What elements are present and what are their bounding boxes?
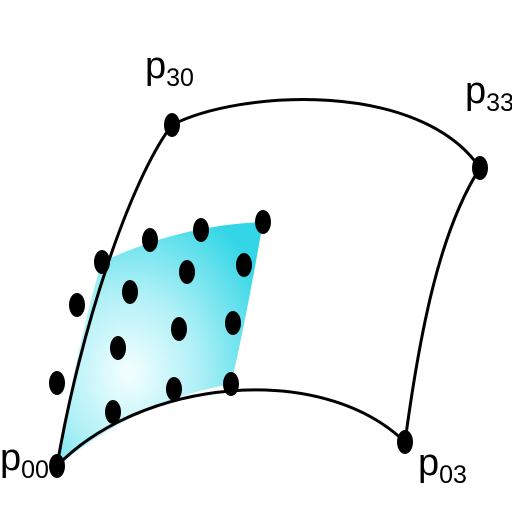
subpatch-point (236, 253, 252, 277)
subpatch-point (179, 260, 195, 284)
subpatch-control-points (49, 210, 271, 424)
patch-edge-right (403, 167, 482, 443)
subpatch-point (255, 210, 271, 234)
subpatch-point (193, 218, 209, 242)
control-point-p33 (472, 156, 488, 180)
subpatch-point (94, 250, 110, 274)
shaded-subpatch (57, 222, 263, 466)
subpatch-point (225, 311, 241, 335)
subpatch-point (49, 371, 65, 395)
patch-edge-top (171, 98, 482, 169)
label-p03: p03 (418, 442, 467, 489)
subpatch-point (166, 377, 182, 401)
label-p00: p00 (0, 437, 49, 484)
label-p30: p30 (145, 45, 194, 92)
subpatch-point (110, 336, 126, 360)
subpatch-point (142, 228, 158, 252)
label-p33: p33 (465, 70, 512, 117)
subpatch-point (171, 317, 187, 341)
control-point-p30 (164, 113, 180, 137)
subpatch-point (122, 280, 138, 304)
subpatch-point (223, 372, 239, 396)
subpatch-point (105, 400, 121, 424)
control-point-p00 (49, 454, 65, 478)
control-point-p03 (397, 430, 413, 454)
subpatch-point (69, 293, 85, 317)
